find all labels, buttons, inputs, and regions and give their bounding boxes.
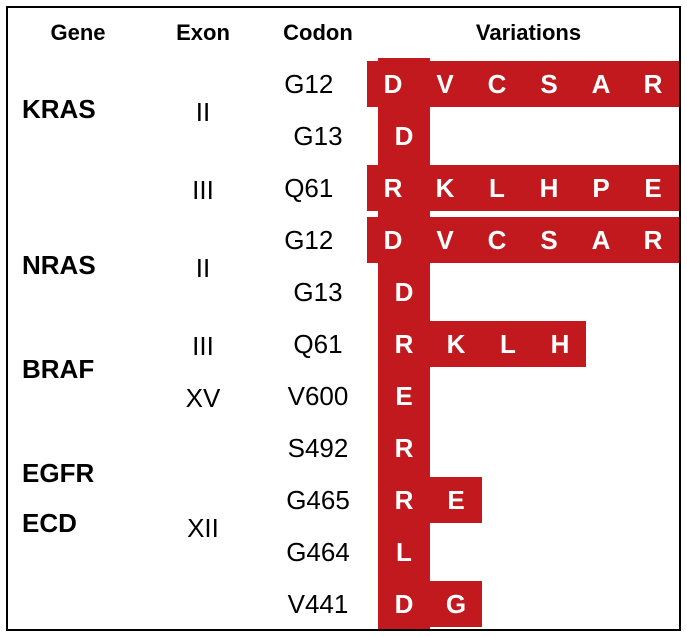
variation-bar: D: [378, 113, 430, 159]
variation-cell: V: [419, 69, 471, 100]
variation-cell: E: [430, 485, 482, 516]
exon-label: III: [148, 175, 258, 206]
gene-label: KRAS: [22, 94, 96, 125]
header-row: Gene Exon Codon Variations: [8, 8, 679, 58]
variation-cell: R: [378, 485, 430, 516]
variation-bar: DG: [378, 581, 482, 627]
table-frame: Gene Exon Codon Variations KRASNRASBRAFE…: [6, 6, 681, 631]
variation-cell: S: [523, 69, 575, 100]
gene-column: KRAS NRAS BRAF EGFR ECD: [8, 58, 148, 630]
variations-area: D: [378, 110, 679, 162]
exon-label: III: [148, 331, 258, 362]
variation-cell: D: [378, 121, 430, 152]
header-variations: Variations: [378, 20, 679, 46]
variation-bar: L: [378, 529, 430, 575]
variations-area: RE: [378, 474, 679, 526]
variation-cell: G: [430, 589, 482, 620]
variation-cell: E: [627, 173, 679, 204]
variation-bar: R: [378, 425, 430, 471]
variations-area: DVCSAR: [367, 58, 679, 110]
variation-cell: C: [471, 69, 523, 100]
codon-cell: Q61: [251, 173, 367, 204]
variations-area: RKLHPE: [367, 162, 679, 214]
variation-cell: R: [378, 433, 430, 464]
variation-cell: V: [419, 225, 471, 256]
codon-cell: Q61: [258, 329, 378, 360]
gene-label: ECD: [22, 508, 77, 539]
variation-cell: A: [575, 225, 627, 256]
variation-cell: L: [378, 537, 430, 568]
variations-area: DVCSAR: [367, 214, 679, 266]
variation-cell: K: [419, 173, 471, 204]
gene-label: EGFR: [22, 458, 94, 489]
exon-label: II: [148, 97, 258, 128]
variations-area: D: [378, 266, 679, 318]
codon-cell: V441: [258, 589, 378, 620]
exon-label: XII: [148, 513, 258, 544]
exon-label: XV: [148, 383, 258, 414]
variation-cell: R: [367, 173, 419, 204]
variations-area: R: [378, 422, 679, 474]
variation-cell: E: [378, 381, 430, 412]
variation-cell: L: [471, 173, 523, 204]
variation-cell: P: [575, 173, 627, 204]
codon-cell: G13: [258, 121, 378, 152]
variation-bar: DVCSAR: [367, 61, 679, 107]
codon-cell: V600: [258, 381, 378, 412]
variations-area: L: [378, 526, 679, 578]
variation-bar: RKLHPE: [367, 165, 679, 211]
variation-cell: A: [575, 69, 627, 100]
variation-cell: D: [367, 69, 419, 100]
variations-area: E: [378, 370, 679, 422]
exon-column: IIIIIIIIIIXVXII: [148, 58, 258, 630]
variation-cell: K: [430, 329, 482, 360]
codon-cell: G12: [251, 225, 367, 256]
header-gene: Gene: [8, 20, 148, 46]
variation-bar: E: [378, 373, 430, 419]
variation-cell: D: [378, 277, 430, 308]
variation-cell: R: [627, 69, 679, 100]
table-body: KRASNRASBRAFEGFRECD IIIIIIIIIIXVXII G12D…: [8, 58, 679, 630]
codon-cell: G465: [258, 485, 378, 516]
variation-bar: D: [378, 269, 430, 315]
variation-cell: R: [378, 329, 430, 360]
codon-cell: G12: [251, 69, 367, 100]
variation-cell: S: [523, 225, 575, 256]
variation-cell: L: [482, 329, 534, 360]
variations-area: DG: [378, 578, 679, 630]
gene-label: BRAF: [22, 354, 94, 385]
codon-cell: G464: [258, 537, 378, 568]
variation-bar: DVCSAR: [367, 217, 679, 263]
variation-bar: RKLH: [378, 321, 586, 367]
codon-cell: S492: [258, 433, 378, 464]
gene-label: NRAS: [22, 250, 96, 281]
variation-cell: H: [534, 329, 586, 360]
codon-cell: G13: [258, 277, 378, 308]
variation-cell: H: [523, 173, 575, 204]
variation-cell: C: [471, 225, 523, 256]
exon-label: II: [148, 253, 258, 284]
variation-cell: D: [367, 225, 419, 256]
variation-cell: R: [627, 225, 679, 256]
variations-area: RKLH: [378, 318, 679, 370]
header-exon: Exon: [148, 20, 258, 46]
variation-bar: RE: [378, 477, 482, 523]
variation-cell: D: [378, 589, 430, 620]
header-codon: Codon: [258, 20, 378, 46]
